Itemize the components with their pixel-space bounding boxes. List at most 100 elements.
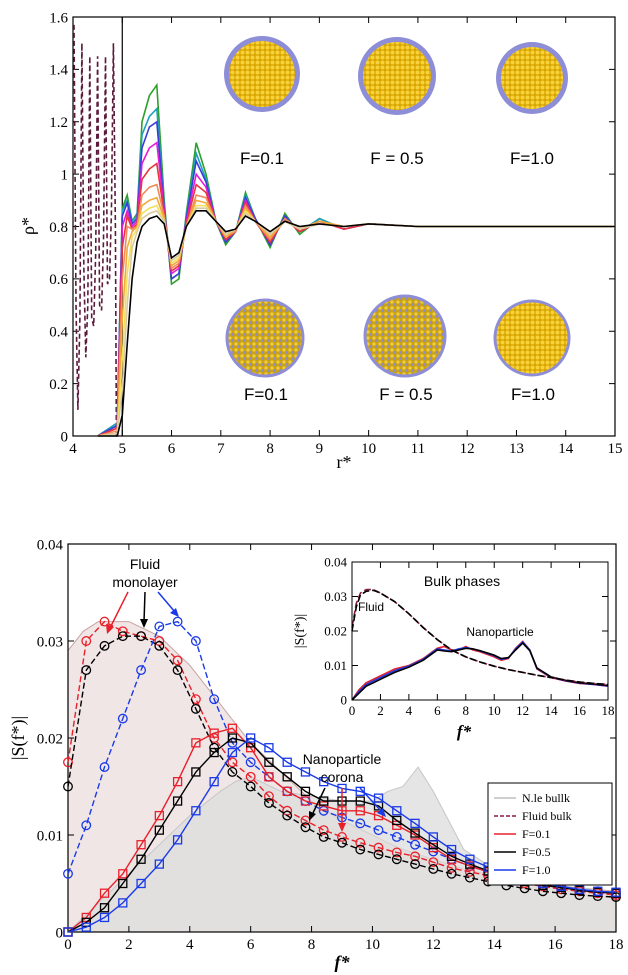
data-point — [81, 636, 92, 646]
x-tick-label: 7 — [217, 441, 225, 457]
data-point — [154, 810, 164, 821]
density-profile-panel: 4 5 6 7 8 9 10 11 12 13 14 15 0 0.2 0.4 0.6 0.8 1 1.2 1.4 1.… — [18, 10, 623, 472]
axis-ticks: 4 5 6 7 8 9 10 11 12 13 14 15 0 0.2 0.4 0.6 0.8 1 1.2 1.4 1.… — [49, 10, 622, 457]
arrow-head — [140, 619, 148, 628]
data-point — [191, 738, 201, 748]
data-point — [172, 616, 183, 627]
data-point — [355, 844, 366, 855]
annotation-arrow — [157, 591, 176, 613]
annotation-arrow — [359, 787, 383, 813]
y-tick-label: 0.8 — [49, 220, 68, 236]
y-tick-label: 1.6 — [49, 10, 68, 26]
annotation-arrow — [109, 591, 129, 629]
data-point — [227, 747, 238, 758]
data-point — [245, 781, 256, 792]
x-tick-label: 18 — [609, 937, 624, 953]
data-point — [99, 640, 110, 651]
inset-bulk-phases: 0 2 4 6 8 10 12 14 16 18 0 0.01 0.02 0.03 0.04 Bulk ph… — [293, 555, 615, 741]
y-tick-label: 0.01 — [37, 828, 63, 844]
x-tick-label: 2 — [377, 703, 384, 718]
x-tick-label: 10 — [488, 703, 501, 718]
data-point — [190, 703, 201, 714]
x-axis-label: r* — [337, 452, 352, 472]
x-tick-label: 14 — [545, 703, 559, 718]
data-point — [81, 820, 92, 831]
y-tick-label: 1.2 — [49, 115, 68, 131]
y-tick-label: 0.01 — [324, 658, 347, 673]
data-point — [136, 665, 147, 676]
x-tick-label: 8 — [308, 937, 316, 953]
data-point — [81, 922, 91, 932]
data-point — [118, 869, 128, 879]
series-line — [97, 210, 615, 437]
data-point — [373, 849, 384, 860]
x-tick-label: 18 — [602, 703, 615, 718]
data-point — [136, 631, 147, 642]
x-tick-label: 13 — [509, 441, 524, 457]
data-point — [263, 791, 274, 802]
y-tick-label: 0 — [56, 925, 64, 941]
x-tick-label: 2 — [125, 937, 133, 953]
x-tick-label: 10 — [361, 441, 376, 457]
x-tick-label: 5 — [119, 441, 127, 457]
x-tick-label: 0 — [349, 703, 356, 718]
data-point — [318, 825, 329, 836]
data-point — [319, 777, 329, 787]
x-tick-label: 6 — [168, 441, 176, 457]
data-point — [300, 767, 311, 777]
data-point — [300, 822, 311, 833]
series-lines — [73, 17, 615, 437]
x-tick-label: 16 — [573, 703, 587, 718]
data-point — [373, 842, 384, 853]
legend-label: F=0.1 — [522, 827, 550, 841]
inset-y-axis-label: |S(f*)| — [293, 614, 308, 648]
data-point — [81, 665, 92, 676]
data-point — [99, 903, 110, 913]
data-point — [209, 694, 220, 705]
y-tick-label: 0.6 — [49, 272, 68, 288]
data-point — [209, 747, 219, 758]
x-tick-label: 6 — [434, 703, 441, 718]
data-point — [428, 864, 439, 874]
arrow-head — [106, 624, 114, 634]
y-tick-label: 0.4 — [49, 325, 68, 341]
data-point — [282, 772, 292, 782]
data-point — [392, 806, 402, 816]
inset-series-line — [351, 641, 609, 701]
x-tick-label: 4 — [406, 703, 413, 718]
data-point — [337, 837, 347, 848]
data-point — [136, 840, 146, 850]
nanoparticle-image-top-3 — [496, 42, 568, 114]
x-tick-label: 12 — [460, 441, 475, 457]
data-point — [428, 857, 439, 868]
annotation-arrow — [143, 591, 146, 623]
inset-series-lines — [351, 588, 609, 701]
y-tick-label: 0.02 — [324, 624, 347, 639]
data-point — [227, 757, 238, 768]
legend-label: F=1.0 — [522, 863, 550, 877]
data-point — [282, 810, 293, 821]
data-point — [355, 837, 366, 848]
data-point — [464, 872, 475, 883]
data-point — [99, 762, 110, 773]
data-point — [410, 828, 420, 838]
image-label: F=1.0 — [510, 149, 554, 168]
annotation-monolayer: monolayer — [112, 574, 178, 590]
data-point — [318, 831, 329, 842]
annotation-nanoparticle: Nanoparticle — [303, 751, 382, 767]
nanoparticle-image-bottom-1 — [225, 298, 305, 378]
data-point — [118, 898, 128, 908]
inset-title: Bulk phases — [424, 573, 500, 589]
x-tick-label: 11 — [411, 441, 425, 457]
data-point — [300, 815, 311, 826]
data-point — [300, 796, 311, 806]
data-point — [319, 796, 329, 806]
image-label: F = 0.5 — [379, 385, 432, 404]
data-point — [117, 631, 128, 642]
data-point — [391, 854, 402, 865]
arrow-head — [338, 823, 346, 832]
x-tick-label: 10 — [365, 937, 380, 953]
x-tick-label: 4 — [69, 441, 77, 457]
data-point — [191, 767, 201, 777]
x-tick-label: 12 — [516, 703, 529, 718]
